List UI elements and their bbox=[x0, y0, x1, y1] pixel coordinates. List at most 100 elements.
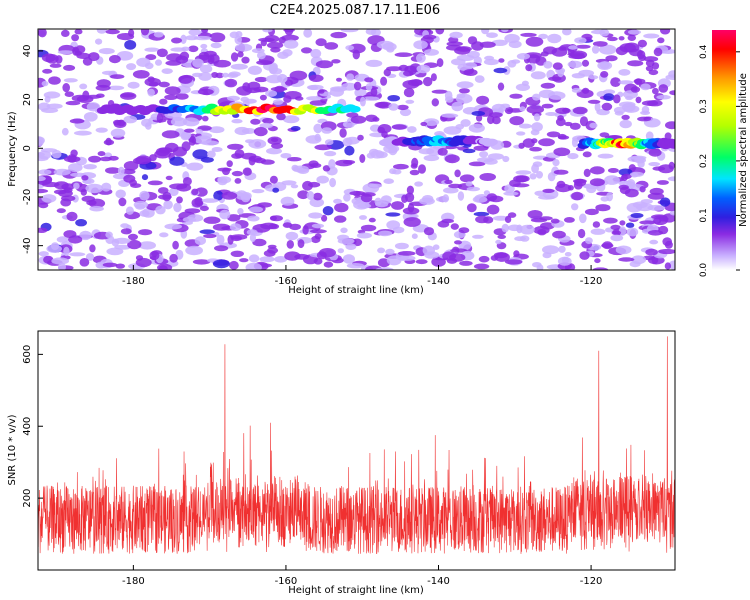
heatmap-cell bbox=[607, 168, 619, 173]
heatmap-cell bbox=[210, 42, 222, 49]
heatmap-cell bbox=[374, 197, 382, 206]
heatmap-cell bbox=[120, 228, 132, 235]
colorbar-gradient bbox=[712, 30, 736, 270]
heatmap-cell bbox=[144, 77, 161, 87]
heatmap-cell bbox=[418, 148, 435, 155]
heatmap-cell bbox=[334, 202, 349, 213]
heatmap-cell bbox=[531, 122, 543, 132]
heatmap-cell bbox=[105, 231, 113, 239]
heatmap-cell bbox=[557, 256, 572, 266]
heatmap-cell bbox=[538, 33, 548, 40]
heatmap-cell bbox=[230, 235, 243, 242]
heatmap-cell bbox=[618, 168, 633, 176]
heatmap-cell bbox=[520, 32, 537, 37]
heatmap-cell bbox=[540, 51, 549, 57]
heatmap-cell bbox=[318, 89, 325, 94]
heatmap-cell bbox=[324, 139, 334, 146]
heatmap-cell bbox=[249, 233, 256, 243]
heatmap-cell bbox=[394, 242, 409, 250]
heatmap-cell bbox=[274, 255, 288, 263]
heatmap-cell bbox=[164, 223, 182, 230]
heatmap-cell bbox=[383, 68, 391, 77]
heatmap-cell bbox=[407, 203, 415, 213]
heatmap-cell bbox=[639, 186, 646, 193]
heatmap-cell bbox=[449, 253, 466, 262]
heatmap-y-ticks: 40 20 0 -20 -40 bbox=[22, 45, 43, 254]
heatmap-cell bbox=[38, 188, 49, 194]
heatmap-cell bbox=[472, 196, 488, 203]
heatmap-cell bbox=[538, 195, 555, 200]
heatmap-cell bbox=[169, 183, 188, 190]
heatmap-cell bbox=[532, 161, 543, 167]
heatmap-cell bbox=[344, 145, 355, 156]
heatmap-cell bbox=[579, 251, 590, 260]
heatmap-cell bbox=[589, 122, 598, 129]
heatmap-cell bbox=[305, 135, 322, 144]
heatmap-cell bbox=[245, 139, 255, 144]
heatmap-cell bbox=[375, 151, 388, 159]
heatmap-cell bbox=[342, 137, 353, 147]
snr-series-line bbox=[38, 336, 675, 555]
heatmap-feature-cell bbox=[669, 141, 675, 149]
heatmap-cell bbox=[105, 29, 120, 35]
heatmap-cell bbox=[468, 123, 485, 133]
heatmap-cell bbox=[557, 135, 570, 140]
heatmap-cell bbox=[227, 73, 239, 78]
heatmap-cell bbox=[474, 75, 485, 83]
heatmap-cell bbox=[165, 175, 173, 181]
heatmap-cell bbox=[284, 251, 301, 261]
heatmap-cell bbox=[365, 114, 378, 123]
heatmap-cell bbox=[283, 39, 299, 49]
heatmap-cell bbox=[545, 112, 558, 116]
heatmap-cell bbox=[459, 174, 475, 183]
heatmap-cell bbox=[309, 74, 324, 83]
heatmap-cell bbox=[504, 215, 512, 223]
heatmap-cell bbox=[403, 217, 421, 227]
heatmap-cell bbox=[257, 51, 266, 60]
snr-x-axis-label: Height of straight line (km) bbox=[288, 585, 424, 596]
heatmap-cell bbox=[282, 222, 293, 228]
heatmap-cell bbox=[89, 205, 104, 212]
heatmap-cell bbox=[516, 224, 523, 234]
heatmap-cell bbox=[184, 128, 195, 133]
heatmap-cell bbox=[269, 215, 277, 221]
heatmap-cell bbox=[61, 127, 69, 136]
heatmap-cell bbox=[227, 143, 244, 150]
heatmap-cell bbox=[188, 29, 202, 36]
heatmap-cell bbox=[471, 111, 486, 116]
heatmap-cell bbox=[85, 253, 95, 261]
heatmap-cell bbox=[185, 245, 204, 256]
heatmap-cell bbox=[368, 217, 376, 223]
heatmap-cell bbox=[555, 117, 566, 127]
x-tick-label: -140 bbox=[427, 276, 450, 287]
heatmap-cell bbox=[629, 155, 647, 160]
heatmap-cell bbox=[484, 55, 495, 61]
heatmap-cell bbox=[155, 59, 162, 66]
heatmap-cell bbox=[414, 181, 423, 187]
heatmap-cell bbox=[357, 203, 372, 209]
heatmap-cell bbox=[49, 63, 62, 68]
heatmap-cell bbox=[139, 190, 150, 201]
heatmap-cell bbox=[158, 265, 168, 270]
heatmap-cell bbox=[321, 214, 328, 222]
heatmap-cell bbox=[74, 130, 92, 136]
heatmap-cell bbox=[557, 68, 565, 78]
heatmap-cell bbox=[226, 160, 233, 168]
heatmap-cell bbox=[203, 216, 221, 224]
heatmap-cell bbox=[265, 90, 278, 97]
heatmap-cell bbox=[552, 62, 563, 70]
heatmap-cell bbox=[423, 34, 437, 40]
heatmap-cell bbox=[473, 211, 490, 217]
heatmap-cell bbox=[467, 50, 480, 59]
heatmap-cell bbox=[547, 91, 566, 100]
heatmap-cell bbox=[115, 189, 126, 199]
heatmap-cell bbox=[665, 121, 675, 130]
heatmap-cell bbox=[200, 156, 214, 163]
heatmap-cell bbox=[541, 103, 554, 109]
y-tick-label: 0 bbox=[22, 145, 33, 151]
heatmap-cell bbox=[101, 182, 112, 192]
heatmap-cell bbox=[615, 245, 632, 255]
heatmap-cell bbox=[498, 58, 505, 63]
heatmap-cell bbox=[56, 208, 66, 214]
heatmap-cell bbox=[466, 186, 480, 192]
